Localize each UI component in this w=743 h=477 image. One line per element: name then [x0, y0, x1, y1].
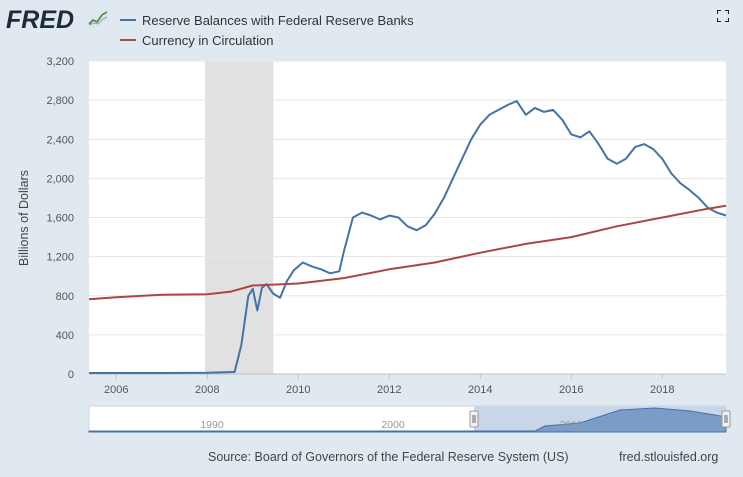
navigator-series-area: [88, 407, 727, 433]
y-tick-label: 3,200: [46, 56, 74, 68]
y-tick-label: 2,400: [46, 134, 74, 146]
line-chart: 0 400 800 1,200 1,600 2,000 2,400 2,800 3,200 20…: [17, 56, 731, 433]
source-url[interactable]: fred.stlouisfed.org: [619, 450, 719, 464]
legend-swatch-reserve: [120, 19, 136, 21]
legend-swatch-currency: [120, 39, 136, 41]
legend-item-reserve[interactable]: Reserve Balances with Federal Reserve Ba…: [120, 10, 414, 30]
range-navigator[interactable]: 1990 2000 2010: [88, 405, 731, 433]
y-tick-label: 1,200: [46, 252, 74, 264]
series-line-reserve-balances[interactable]: [89, 100, 727, 374]
x-tick-label: 2008: [195, 384, 219, 396]
navigator-year-label: 2000: [381, 419, 405, 431]
x-tick-label: 2016: [559, 384, 583, 396]
x-tick-label: 2012: [377, 384, 401, 396]
chart-legend: Reserve Balances with Federal Reserve Ba…: [120, 10, 414, 50]
x-tick-label: 2006: [104, 384, 128, 396]
fred-logo[interactable]: FRED: [6, 6, 75, 34]
x-tick-label: 2018: [650, 384, 674, 396]
navigator-right-handle[interactable]: [721, 410, 731, 428]
series-line-currency[interactable]: [88, 204, 727, 301]
x-tick-label: 2014: [468, 384, 492, 396]
y-tick-label: 0: [68, 369, 74, 381]
fred-graph-icon: [87, 9, 109, 27]
y-axis-label: Billions of Dollars: [17, 170, 31, 266]
y-tick-label: 400: [56, 330, 74, 342]
y-tick-label: 2,800: [46, 95, 74, 107]
navigator-left-handle[interactable]: [469, 410, 479, 428]
y-tick-label: 2,000: [46, 173, 74, 185]
legend-label-currency: Currency in Circulation: [142, 32, 274, 48]
chart-header: FRED Reserve Balances with Federal Reser…: [0, 0, 743, 50]
legend-item-currency[interactable]: Currency in Circulation: [120, 30, 414, 50]
y-tick-label: 1,600: [46, 213, 74, 225]
x-tick-label: 2010: [286, 384, 310, 396]
y-tick-label: 800: [56, 291, 74, 303]
source-text: Source: Board of Governors of the Federa…: [208, 450, 569, 464]
navigator-year-label: 1990: [200, 419, 224, 431]
legend-label-reserve: Reserve Balances with Federal Reserve Ba…: [142, 12, 414, 28]
navigator-year-label: 2010: [559, 419, 583, 431]
